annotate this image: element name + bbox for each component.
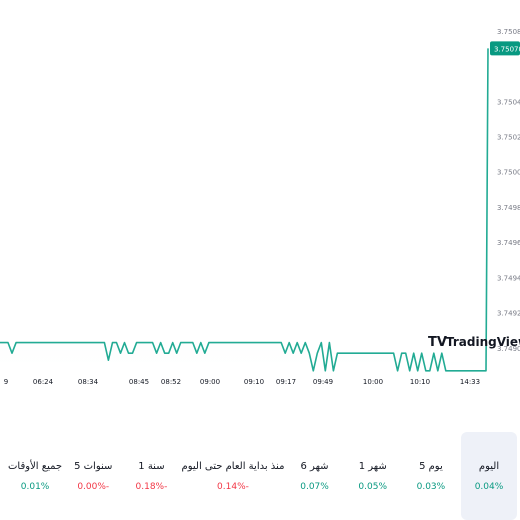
period-change: 0.04% [474, 481, 504, 492]
period-label: منذ بداية العام حتى اليوم [181, 460, 285, 472]
period-tab[interactable]: اليوم 0.04% [461, 432, 517, 520]
performance-periods: اليوم 0.04% 5 يوم 0.03% 1 شهر 0.05% 6 شهر 0.07%… [0, 432, 520, 520]
period-change: 0.14%- [217, 481, 249, 492]
price-area-fill [0, 48, 488, 371]
period-change: 0.01% [20, 481, 50, 492]
period-change: 0.03% [416, 481, 446, 492]
period-tab[interactable]: منذ بداية العام حتى اليوم 0.14%- [182, 432, 285, 520]
period-change: 0.07% [300, 481, 329, 492]
price-tick-label: 3.750000 [497, 169, 520, 177]
time-tick-label: 06:24 [33, 378, 54, 386]
svg-text:TV: TV [428, 335, 447, 350]
period-tab[interactable]: 1 سنة 0.18%- [123, 432, 179, 520]
period-change: 0.05% [358, 481, 388, 492]
period-tab[interactable]: 1 شهر 0.05% [345, 432, 401, 520]
price-tick-label: 3.749600 [497, 239, 520, 247]
period-label: جميع الأوقات [8, 460, 63, 472]
period-tab[interactable]: جميع الأوقات 0.01% [7, 432, 63, 520]
price-tick-label: 3.749800 [497, 204, 520, 212]
time-tick-label: 08:34 [78, 378, 99, 386]
price-axis[interactable]: 3.750800 3.750400 3.750200 3.750000 3.749800… [497, 28, 520, 353]
period-label: 5 يوم [419, 460, 443, 472]
period-tab[interactable]: 5 سنوات 0.00%- [65, 432, 121, 520]
time-tick-label: 14:33 [460, 378, 480, 386]
period-change: 0.18%- [135, 481, 168, 492]
price-tick-label: 3.750800 [497, 28, 520, 36]
period-tab[interactable]: 6 شهر 0.07% [286, 432, 342, 520]
time-tick-label: 09:00 [200, 378, 220, 386]
time-tick-label: 10:10 [410, 378, 430, 386]
tradingview-brand-text: TradingView [446, 335, 520, 349]
period-label: 1 سنة [138, 460, 165, 472]
period-label: 6 شهر [300, 460, 329, 472]
time-tick-label: 08:52 [161, 378, 181, 386]
time-tick-label: 9 [4, 378, 8, 386]
price-tick-label: 3.749000 [497, 345, 520, 353]
time-tick-label: 09:49 [313, 378, 333, 386]
period-tab[interactable]: 5 يوم 0.03% [403, 432, 459, 520]
period-label: اليوم [478, 460, 500, 472]
time-tick-label: 10:00 [363, 378, 383, 386]
price-tick-label: 3.750200 [497, 134, 520, 142]
period-label: 5 سنوات [74, 460, 113, 472]
current-price-label: 3.750700 [494, 45, 520, 53]
time-axis[interactable]: 9 06:24 08:34 08:45 08:52 09:00 09:10 09:17 09:4… [4, 378, 480, 386]
time-tick-label: 09:10 [244, 378, 264, 386]
price-tick-label: 3.749400 [497, 274, 520, 282]
current-price-tag: 3.750700 [490, 41, 520, 56]
tradingview-logo-icon: TV [428, 335, 447, 350]
time-tick-label: 08:45 [129, 378, 149, 386]
price-tick-label: 3.750400 [497, 98, 520, 106]
price-line [0, 48, 489, 372]
price-tick-label: 3.749200 [497, 310, 520, 318]
time-tick-label: 09:17 [276, 378, 296, 386]
tradingview-watermark: TV TradingView [428, 335, 520, 350]
price-chart[interactable]: 3.750800 3.750400 3.750200 3.750000 3.749800… [0, 0, 520, 395]
period-label: 1 شهر [358, 460, 387, 472]
period-change: 0.00%- [77, 481, 110, 492]
